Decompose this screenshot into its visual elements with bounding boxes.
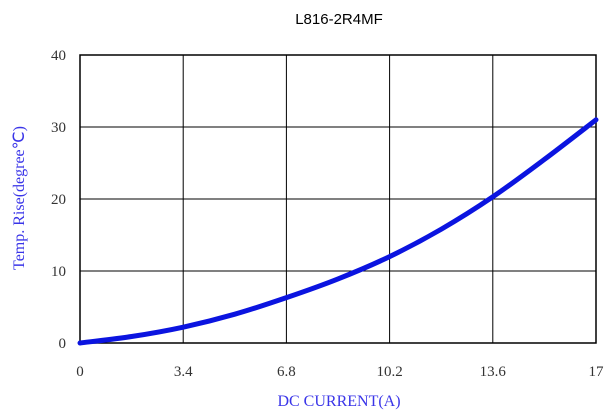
y-tick-label: 30 bbox=[51, 120, 66, 136]
x-tick-labels: 0 3.4 6.8 10.2 13.6 17 bbox=[76, 364, 604, 380]
x-tick-label: 3.4 bbox=[174, 364, 193, 380]
y-tick-label: 20 bbox=[51, 192, 66, 208]
y-tick-labels: 0 10 20 30 40 bbox=[51, 48, 66, 352]
x-tick-label: 17 bbox=[589, 364, 605, 380]
y-tick-label: 40 bbox=[51, 48, 66, 64]
x-tick-label: 0 bbox=[76, 364, 84, 380]
y-axis-label: Temp. Rise(degree℃) bbox=[11, 126, 28, 270]
y-tick-label: 10 bbox=[51, 264, 66, 280]
x-axis-label: DC CURRENT(A) bbox=[277, 393, 400, 410]
x-tick-label: 6.8 bbox=[277, 364, 296, 380]
grid bbox=[79, 54, 597, 344]
plot-frame bbox=[79, 54, 597, 344]
temperature-rise-series-line bbox=[77, 117, 599, 346]
y-tick-label: 0 bbox=[59, 336, 67, 352]
x-tick-label: 10.2 bbox=[376, 364, 402, 380]
chart-title: L816-2R4MF bbox=[295, 11, 383, 28]
x-tick-label: 13.6 bbox=[480, 364, 507, 380]
